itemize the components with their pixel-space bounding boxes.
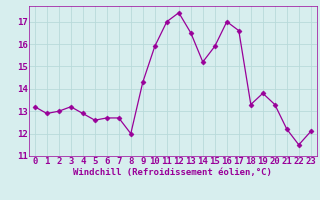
X-axis label: Windchill (Refroidissement éolien,°C): Windchill (Refroidissement éolien,°C) (73, 168, 272, 177)
